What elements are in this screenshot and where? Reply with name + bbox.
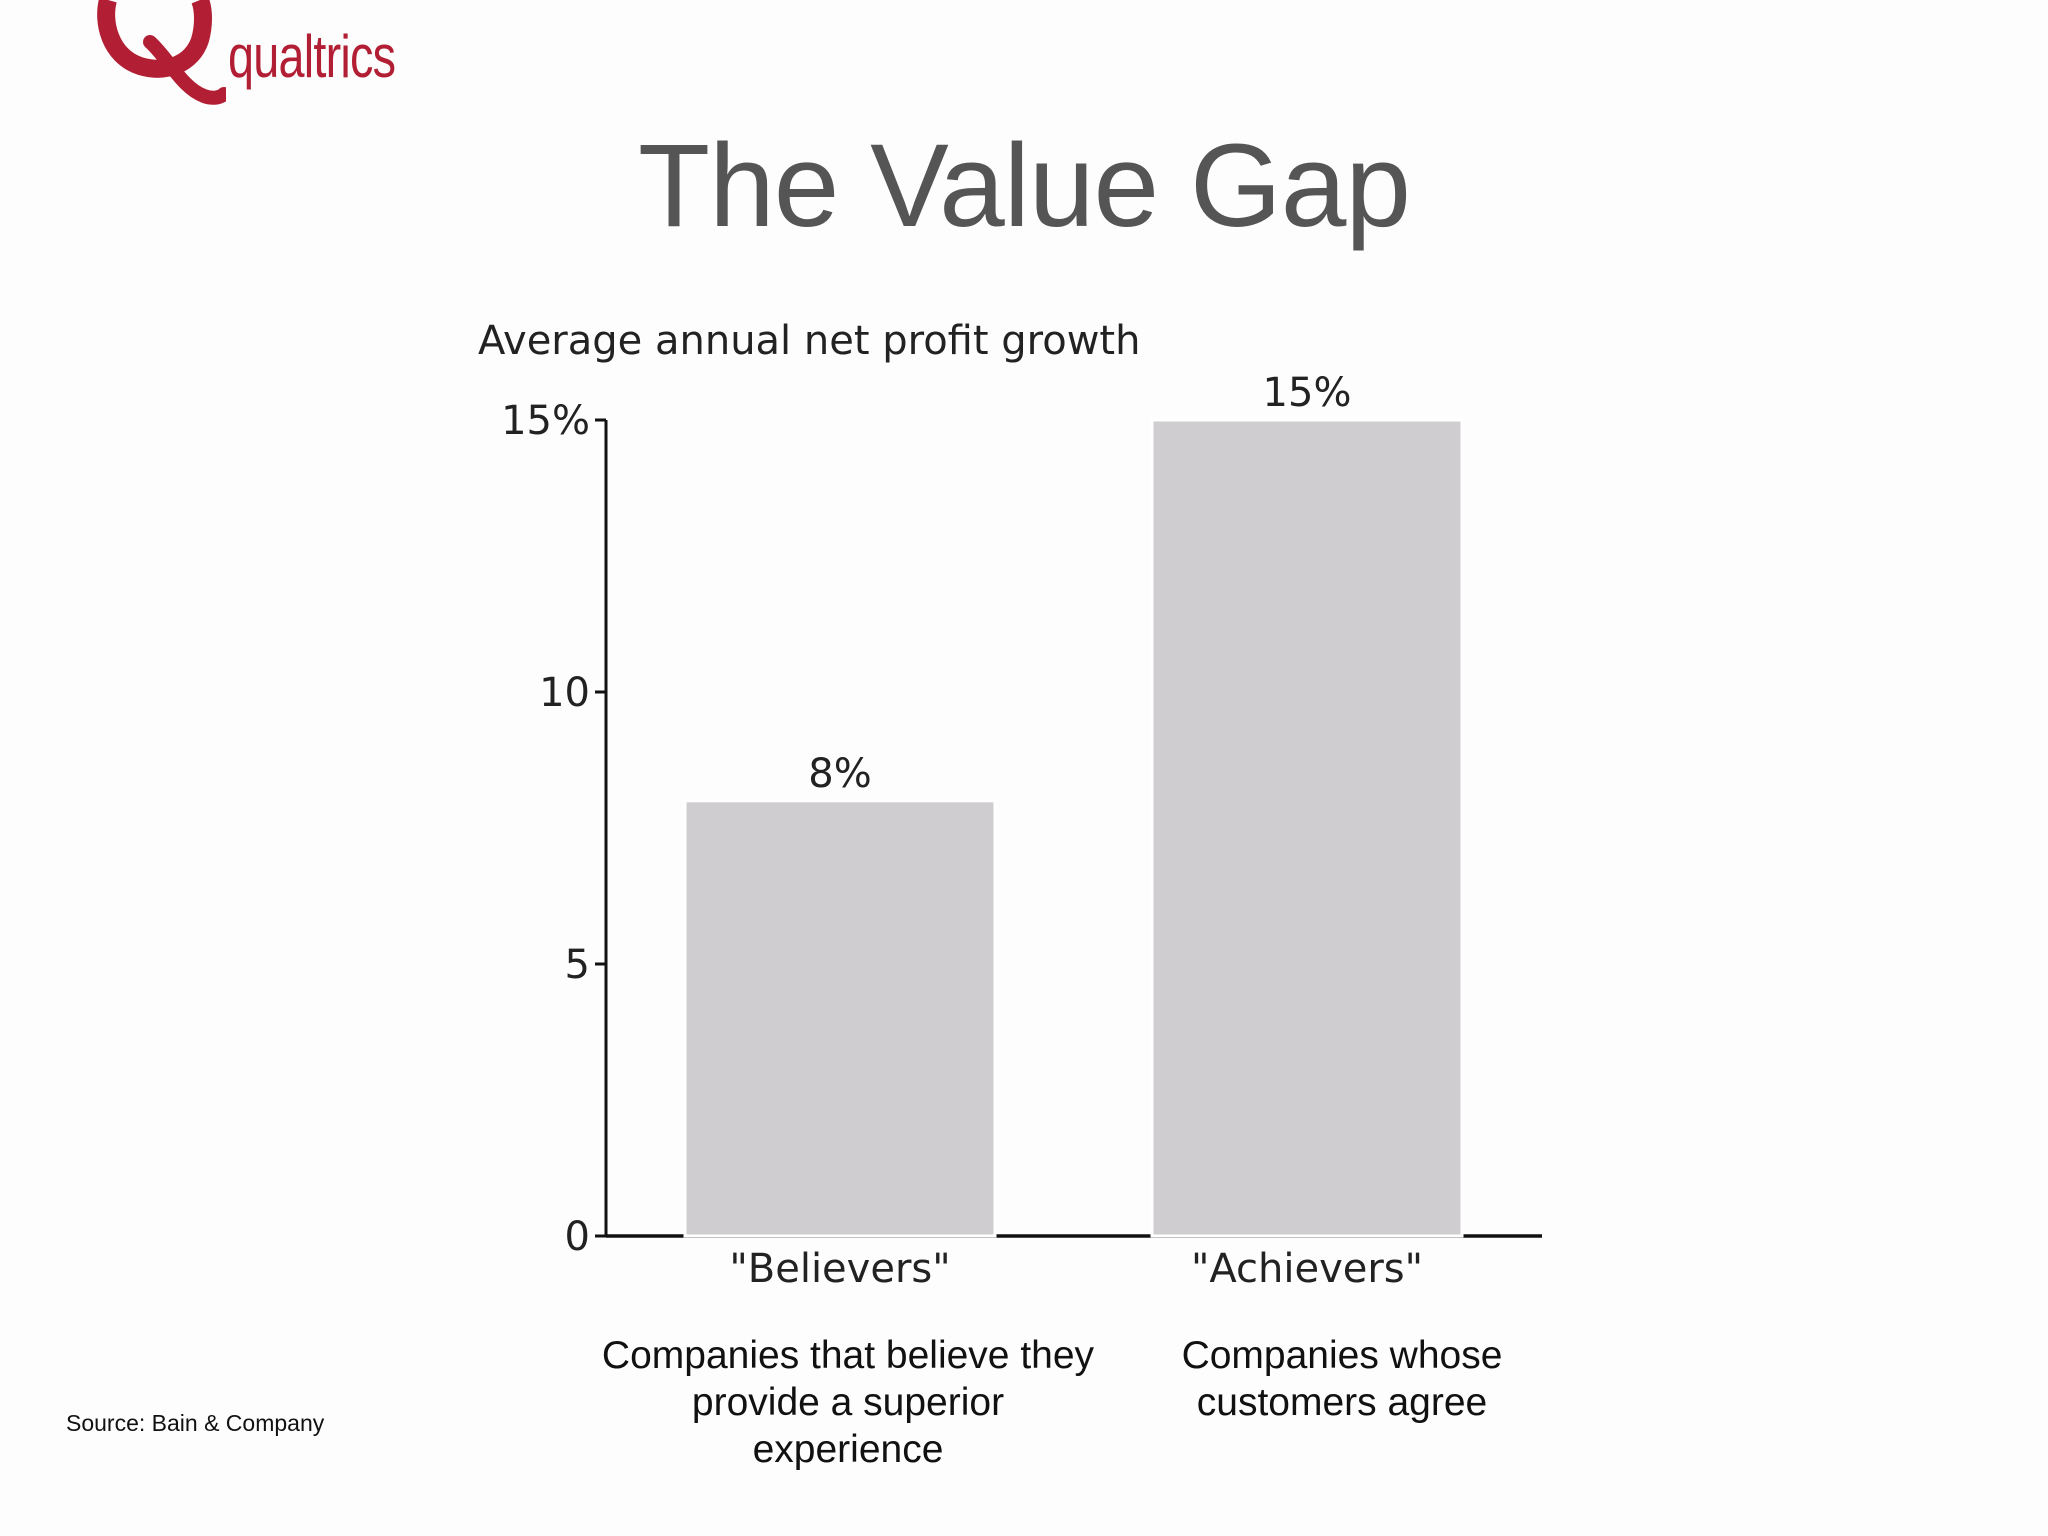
bar — [1150, 418, 1464, 1238]
bar-value-label: 15% — [1263, 370, 1352, 416]
y-tick-label: 10 — [539, 670, 590, 716]
bar-value-label: 8% — [808, 751, 871, 797]
qualtrics-logo: qualtrics — [96, 0, 416, 110]
bar — [683, 799, 997, 1238]
y-tick-label: 5 — [565, 942, 590, 988]
x-category-label: "Achievers" — [1191, 1246, 1423, 1292]
category-description-believers: Companies that believe they provide a su… — [601, 1334, 1095, 1471]
category-description-achievers: Companies whose customers agree — [1181, 1334, 1503, 1424]
brand-wordmark: qualtrics — [228, 23, 396, 90]
chart-title: Average annual net profit growth — [478, 318, 1140, 364]
q-logo-icon — [97, 0, 226, 105]
y-tick-label: 0 — [565, 1214, 590, 1260]
slide-title: The Value Gap — [638, 120, 1411, 252]
source-note: Source: Bain & Company — [66, 1410, 325, 1436]
y-tick-label: 15% — [501, 398, 590, 444]
x-category-label: "Believers" — [729, 1246, 950, 1292]
